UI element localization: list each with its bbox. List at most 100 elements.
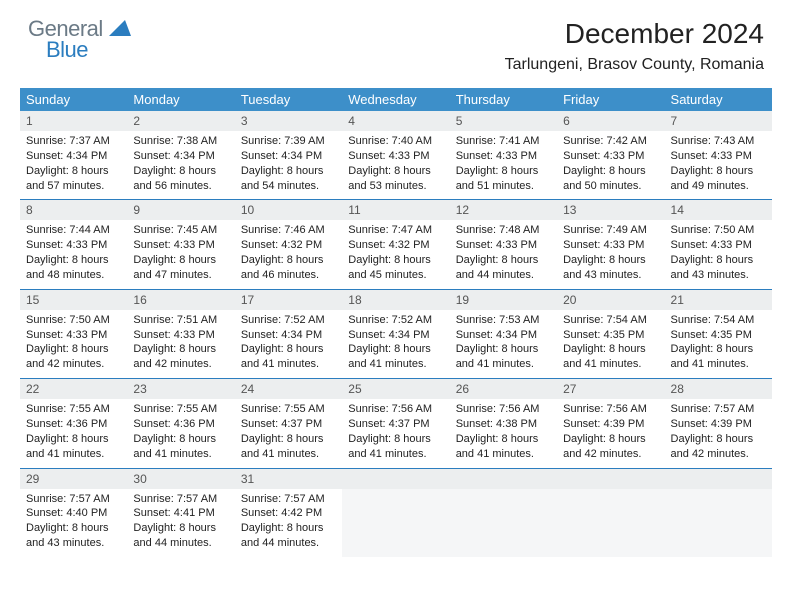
weekday-header: Saturday xyxy=(665,88,772,111)
day-content-cell: Sunrise: 7:46 AMSunset: 4:32 PMDaylight:… xyxy=(235,220,342,289)
daylight-text-2: and 57 minutes. xyxy=(26,179,121,194)
daylight-text-1: Daylight: 8 hours xyxy=(671,342,766,357)
daylight-text-2: and 41 minutes. xyxy=(241,447,336,462)
sunrise-text: Sunrise: 7:52 AM xyxy=(348,313,443,328)
sunrise-text: Sunrise: 7:53 AM xyxy=(456,313,551,328)
day-content-cell: Sunrise: 7:50 AMSunset: 4:33 PMDaylight:… xyxy=(665,220,772,289)
title-block: December 2024 Tarlungeni, Brasov County,… xyxy=(505,18,764,74)
daylight-text-2: and 41 minutes. xyxy=(133,447,228,462)
day-number-cell: 1 xyxy=(20,111,127,131)
sunset-text: Sunset: 4:38 PM xyxy=(456,417,551,432)
sunrise-text: Sunrise: 7:55 AM xyxy=(241,402,336,417)
day-content-cell: Sunrise: 7:52 AMSunset: 4:34 PMDaylight:… xyxy=(235,310,342,379)
daylight-text-2: and 53 minutes. xyxy=(348,179,443,194)
daylight-text-2: and 42 minutes. xyxy=(563,447,658,462)
logo-word-2: Blue xyxy=(46,37,88,62)
day-content-cell: Sunrise: 7:37 AMSunset: 4:34 PMDaylight:… xyxy=(20,131,127,200)
sunrise-text: Sunrise: 7:47 AM xyxy=(348,223,443,238)
sunset-text: Sunset: 4:34 PM xyxy=(133,149,228,164)
day-number-cell: 14 xyxy=(665,200,772,221)
day-content-cell: Sunrise: 7:57 AMSunset: 4:41 PMDaylight:… xyxy=(127,489,234,557)
daylight-text-2: and 41 minutes. xyxy=(348,357,443,372)
logo: General Blue xyxy=(28,18,131,61)
daylight-text-1: Daylight: 8 hours xyxy=(671,432,766,447)
day-number-cell: 26 xyxy=(450,379,557,400)
daylight-text-2: and 50 minutes. xyxy=(563,179,658,194)
sunrise-text: Sunrise: 7:55 AM xyxy=(26,402,121,417)
daylight-text-2: and 41 minutes. xyxy=(671,357,766,372)
sunset-text: Sunset: 4:33 PM xyxy=(26,238,121,253)
weekday-header: Monday xyxy=(127,88,234,111)
day-content-cell xyxy=(450,489,557,557)
sunrise-text: Sunrise: 7:57 AM xyxy=(26,492,121,507)
sunrise-text: Sunrise: 7:40 AM xyxy=(348,134,443,149)
daylight-text-1: Daylight: 8 hours xyxy=(563,432,658,447)
daylight-text-2: and 41 minutes. xyxy=(563,357,658,372)
daylight-text-1: Daylight: 8 hours xyxy=(348,164,443,179)
weekday-header: Wednesday xyxy=(342,88,449,111)
daylight-text-2: and 44 minutes. xyxy=(133,536,228,551)
day-content-cell: Sunrise: 7:56 AMSunset: 4:38 PMDaylight:… xyxy=(450,399,557,468)
day-content-cell: Sunrise: 7:54 AMSunset: 4:35 PMDaylight:… xyxy=(557,310,664,379)
daylight-text-1: Daylight: 8 hours xyxy=(241,253,336,268)
sunset-text: Sunset: 4:33 PM xyxy=(563,149,658,164)
daylight-text-2: and 43 minutes. xyxy=(563,268,658,283)
daylight-text-1: Daylight: 8 hours xyxy=(563,342,658,357)
daylight-text-1: Daylight: 8 hours xyxy=(241,342,336,357)
sunset-text: Sunset: 4:33 PM xyxy=(133,238,228,253)
sunrise-text: Sunrise: 7:55 AM xyxy=(133,402,228,417)
daylight-text-2: and 43 minutes. xyxy=(26,536,121,551)
day-number-cell: 24 xyxy=(235,379,342,400)
day-number-cell: 23 xyxy=(127,379,234,400)
day-number-cell: 4 xyxy=(342,111,449,131)
daylight-text-1: Daylight: 8 hours xyxy=(133,521,228,536)
month-title: December 2024 xyxy=(505,18,764,50)
sunset-text: Sunset: 4:33 PM xyxy=(671,238,766,253)
day-number-row: 22232425262728 xyxy=(20,379,772,400)
day-number-cell: 27 xyxy=(557,379,664,400)
sunset-text: Sunset: 4:41 PM xyxy=(133,506,228,521)
sunrise-text: Sunrise: 7:42 AM xyxy=(563,134,658,149)
day-number-cell: 7 xyxy=(665,111,772,131)
daylight-text-2: and 41 minutes. xyxy=(456,447,551,462)
day-content-cell: Sunrise: 7:57 AMSunset: 4:39 PMDaylight:… xyxy=(665,399,772,468)
day-content-cell: Sunrise: 7:45 AMSunset: 4:33 PMDaylight:… xyxy=(127,220,234,289)
day-content-cell: Sunrise: 7:44 AMSunset: 4:33 PMDaylight:… xyxy=(20,220,127,289)
day-number-row: 293031 xyxy=(20,468,772,489)
daylight-text-1: Daylight: 8 hours xyxy=(671,253,766,268)
weekday-header: Friday xyxy=(557,88,664,111)
day-number-cell xyxy=(557,468,664,489)
day-content-cell: Sunrise: 7:38 AMSunset: 4:34 PMDaylight:… xyxy=(127,131,234,200)
weekday-header-row: Sunday Monday Tuesday Wednesday Thursday… xyxy=(20,88,772,111)
sunset-text: Sunset: 4:39 PM xyxy=(563,417,658,432)
daylight-text-1: Daylight: 8 hours xyxy=(26,342,121,357)
day-content-cell: Sunrise: 7:57 AMSunset: 4:40 PMDaylight:… xyxy=(20,489,127,557)
sunset-text: Sunset: 4:34 PM xyxy=(241,328,336,343)
day-number-cell: 30 xyxy=(127,468,234,489)
daylight-text-2: and 47 minutes. xyxy=(133,268,228,283)
day-content-cell: Sunrise: 7:41 AMSunset: 4:33 PMDaylight:… xyxy=(450,131,557,200)
day-content-cell: Sunrise: 7:50 AMSunset: 4:33 PMDaylight:… xyxy=(20,310,127,379)
day-number-cell: 9 xyxy=(127,200,234,221)
sunrise-text: Sunrise: 7:37 AM xyxy=(26,134,121,149)
daylight-text-2: and 41 minutes. xyxy=(456,357,551,372)
sunset-text: Sunset: 4:36 PM xyxy=(26,417,121,432)
sunrise-text: Sunrise: 7:46 AM xyxy=(241,223,336,238)
daylight-text-1: Daylight: 8 hours xyxy=(26,164,121,179)
location-text: Tarlungeni, Brasov County, Romania xyxy=(505,56,764,74)
daylight-text-2: and 49 minutes. xyxy=(671,179,766,194)
sunrise-text: Sunrise: 7:45 AM xyxy=(133,223,228,238)
day-content-cell: Sunrise: 7:56 AMSunset: 4:39 PMDaylight:… xyxy=(557,399,664,468)
daylight-text-1: Daylight: 8 hours xyxy=(348,253,443,268)
weekday-header: Sunday xyxy=(20,88,127,111)
day-content-cell: Sunrise: 7:54 AMSunset: 4:35 PMDaylight:… xyxy=(665,310,772,379)
sunrise-text: Sunrise: 7:48 AM xyxy=(456,223,551,238)
daylight-text-1: Daylight: 8 hours xyxy=(563,164,658,179)
sunrise-text: Sunrise: 7:43 AM xyxy=(671,134,766,149)
day-number-cell: 15 xyxy=(20,289,127,310)
calendar-table: Sunday Monday Tuesday Wednesday Thursday… xyxy=(20,88,772,557)
daylight-text-2: and 42 minutes. xyxy=(26,357,121,372)
daylight-text-1: Daylight: 8 hours xyxy=(348,342,443,357)
day-content-cell: Sunrise: 7:57 AMSunset: 4:42 PMDaylight:… xyxy=(235,489,342,557)
day-content-cell: Sunrise: 7:48 AMSunset: 4:33 PMDaylight:… xyxy=(450,220,557,289)
